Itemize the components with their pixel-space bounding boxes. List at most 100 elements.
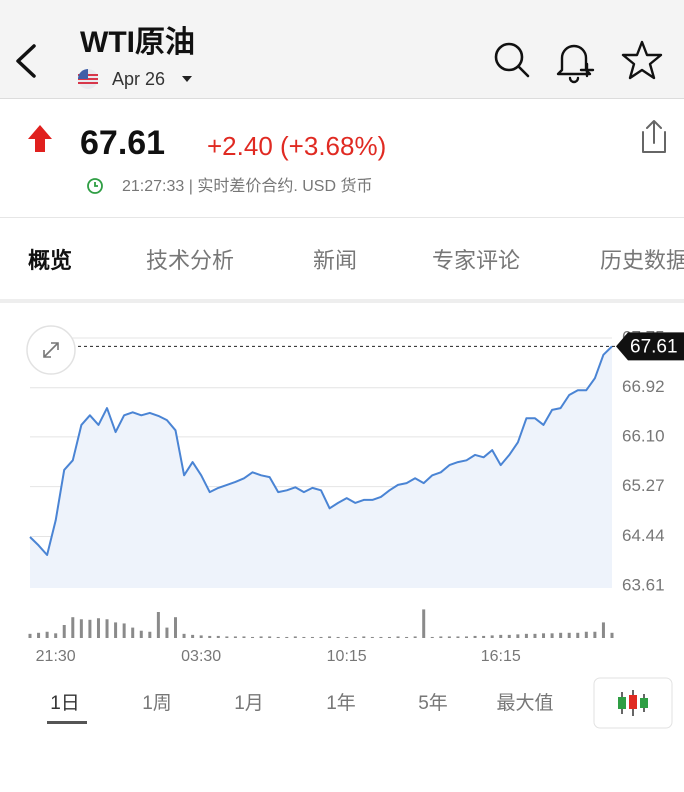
instrument-title: WTI原油 — [80, 26, 195, 59]
last-value-label: 67.61 — [630, 336, 678, 357]
volume-bar — [319, 636, 323, 638]
volume-bar — [499, 634, 503, 638]
volume-bar — [302, 636, 306, 638]
range-underline — [47, 721, 87, 724]
y-tick-label: 66.92 — [622, 377, 665, 396]
y-tick-label: 63.61 — [622, 576, 665, 595]
tab[interactable]: 技术分析 — [146, 248, 234, 273]
range-option[interactable]: 1月 — [234, 693, 264, 714]
volume-bar — [465, 636, 468, 638]
price-area — [30, 346, 612, 588]
volume-bar — [422, 609, 426, 638]
volume-bar — [293, 636, 297, 638]
watchlist-star[interactable] — [621, 40, 663, 80]
price-change: +2.40 (+3.68%) — [207, 131, 386, 161]
volume-bar — [447, 636, 451, 638]
volume-bar — [550, 633, 554, 638]
up-arrow — [28, 125, 52, 152]
y-tick-label: 65.27 — [622, 476, 665, 495]
volume-bar — [430, 636, 434, 638]
alert-icon[interactable] — [556, 44, 595, 84]
volume-bar — [225, 636, 229, 638]
tab[interactable]: 历史数据 — [600, 248, 684, 273]
tab[interactable]: 概览 — [28, 248, 72, 273]
y-tick-label: 64.44 — [622, 526, 665, 545]
volume-bar — [473, 635, 477, 638]
volume-bar — [242, 636, 246, 638]
volume-bar — [148, 631, 152, 638]
volume-bar — [105, 619, 109, 638]
x-tick-label: 16:15 — [481, 648, 521, 665]
volume-bar — [482, 635, 486, 638]
volume-bar — [216, 635, 220, 638]
volume-bar — [396, 636, 400, 638]
volume-bar — [387, 636, 391, 638]
volume-bar — [490, 635, 494, 638]
search-icon[interactable] — [494, 42, 530, 78]
volume-bar — [62, 625, 66, 638]
volume-bar — [191, 634, 195, 638]
volume-bar — [208, 635, 212, 638]
volume-bar — [182, 633, 186, 638]
volume-bar — [45, 631, 49, 638]
volume-bar — [268, 636, 272, 638]
volume-bar — [516, 634, 520, 638]
volume-bar — [353, 636, 357, 638]
clock-icon — [87, 178, 103, 194]
tab[interactable]: 新闻 — [313, 248, 357, 273]
volume-bar — [310, 636, 314, 638]
volume-bar — [122, 623, 126, 638]
tab[interactable]: 专家评论 — [432, 248, 520, 273]
volume-bar — [567, 632, 571, 638]
volume-bar — [259, 636, 263, 638]
volume-bar — [37, 632, 41, 638]
volume-bar — [370, 636, 374, 638]
us-flag — [78, 69, 98, 89]
date-caret[interactable] — [182, 76, 192, 82]
volume-bar — [542, 633, 546, 638]
volume-bar — [96, 618, 100, 638]
volume-bar — [285, 636, 289, 638]
tab-shadow — [0, 299, 684, 303]
volume-bar — [405, 636, 409, 638]
price-chart: 63.6164.4465.2766.1066.9267.7521:3003:30… — [28, 327, 684, 665]
volume-bar — [379, 636, 383, 638]
volume-bar — [79, 619, 83, 638]
x-tick-label: 03:30 — [181, 648, 221, 665]
volume-bar — [533, 633, 537, 638]
range-option[interactable]: 最大值 — [496, 692, 553, 714]
volume-bar — [456, 636, 460, 638]
share-button[interactable] — [642, 120, 666, 153]
volume-bar — [199, 635, 203, 638]
volume-bar — [601, 622, 605, 638]
expand-button[interactable] — [26, 325, 76, 375]
quote-time: 21:27:33 | 实时差价合约. USD 货币 — [122, 177, 372, 195]
volume-bar — [251, 636, 255, 638]
volume-bar — [439, 636, 443, 638]
header-bar — [0, 0, 684, 98]
last-price: 67.61 — [80, 124, 165, 162]
tab-bar: 概览 技术分析 新闻 专家评论 历史数据 — [28, 248, 684, 273]
volume-bar — [88, 619, 92, 638]
volume-bar — [593, 631, 597, 638]
range-option[interactable]: 5年 — [418, 692, 448, 714]
volume-bar — [114, 622, 118, 638]
volume-bar — [28, 633, 32, 638]
candlestick-toggle[interactable] — [593, 677, 673, 729]
volume-bar — [174, 617, 177, 638]
volume-bar — [71, 617, 75, 638]
range-option[interactable]: 1日 — [50, 693, 80, 714]
range-option[interactable]: 1周 — [142, 693, 172, 714]
range-option[interactable]: 1年 — [326, 692, 356, 714]
back-button[interactable] — [16, 44, 36, 78]
volume-bar — [559, 632, 563, 638]
volume-bar — [165, 627, 169, 638]
range-bar: 1日 1周 1月 1年 5年 最大值 — [47, 692, 554, 724]
volume-bar — [507, 634, 511, 638]
volume-bar — [328, 636, 332, 638]
volume-bar — [362, 636, 366, 638]
date-selector[interactable]: Apr 26 — [112, 69, 165, 89]
volume-bar — [131, 627, 135, 638]
volume-bar — [576, 632, 580, 638]
